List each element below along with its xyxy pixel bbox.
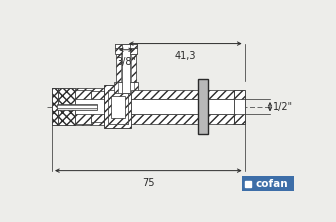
Text: cofan: cofan: [255, 179, 288, 189]
Bar: [198, 79, 208, 135]
Text: 1/2": 1/2": [273, 102, 293, 112]
Bar: [131, 90, 234, 99]
Bar: [121, 54, 131, 82]
Text: 3/8": 3/8": [116, 57, 136, 67]
Bar: [108, 90, 128, 124]
Bar: [52, 88, 129, 101]
Bar: [115, 48, 137, 54]
Bar: [131, 99, 234, 114]
Bar: [52, 88, 58, 125]
Text: 75: 75: [142, 178, 155, 188]
Bar: [58, 88, 75, 125]
Bar: [118, 82, 134, 93]
Bar: [116, 54, 136, 82]
Bar: [57, 105, 97, 108]
Bar: [104, 85, 131, 128]
Text: 41,3: 41,3: [174, 51, 196, 61]
Bar: [234, 99, 245, 114]
Bar: [234, 90, 245, 124]
Bar: [75, 90, 91, 124]
Bar: [75, 99, 106, 114]
Bar: [52, 101, 129, 113]
Bar: [57, 104, 97, 110]
Bar: [242, 176, 294, 191]
Bar: [52, 113, 129, 125]
Bar: [91, 91, 104, 122]
Bar: [115, 44, 137, 48]
Bar: [108, 90, 128, 124]
Bar: [111, 96, 125, 117]
Bar: [52, 88, 58, 125]
Bar: [122, 44, 130, 93]
Bar: [131, 114, 234, 124]
Bar: [114, 82, 138, 93]
Bar: [115, 44, 137, 48]
